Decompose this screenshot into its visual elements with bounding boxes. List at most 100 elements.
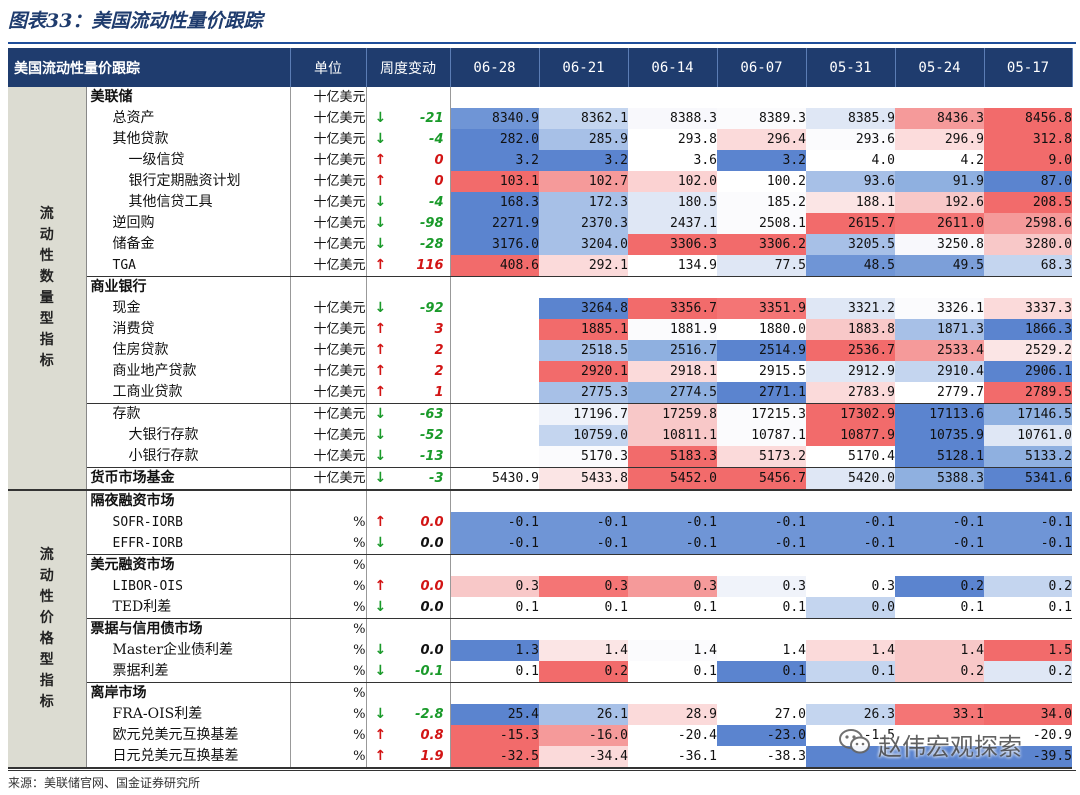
header-date: 06-14: [628, 48, 718, 87]
row-unit: %: [290, 682, 367, 704]
value-cell: 3280.0: [984, 234, 1072, 255]
value-cell: 77.5: [717, 255, 806, 277]
value-cell: 1.4: [539, 640, 628, 661]
value-cell: [450, 446, 539, 468]
weekly-change-value: 3: [434, 322, 444, 337]
value-cell: 172.3: [539, 192, 628, 213]
weekly-change: ↓ -3: [366, 467, 451, 491]
row-unit: 十亿美元: [290, 192, 367, 213]
value-cell: 0.1: [450, 597, 539, 619]
value-cell: 1883.8: [806, 319, 895, 340]
value-cell: 0.2: [895, 661, 984, 683]
row-label: EFFR-IORB: [85, 533, 291, 555]
weekly-change: ↑ 2: [366, 340, 451, 361]
value-cell: [450, 277, 539, 299]
section-label-text: 流动性数量型指标: [39, 206, 54, 369]
weekly-change-value: -4: [429, 195, 444, 210]
value-cell: 5183.3: [628, 446, 717, 468]
value-cell: [539, 490, 628, 512]
value-cell: -20.4: [628, 725, 717, 746]
weekly-change: ↑ 0.8: [366, 725, 451, 746]
value-cell: 5456.7: [717, 467, 806, 491]
value-cell: 2774.5: [628, 382, 717, 404]
value-cell: 10877.9: [806, 425, 895, 446]
value-cell: 2920.1: [539, 361, 628, 382]
value-cell: 2516.7: [628, 340, 717, 361]
value-cell: [717, 555, 806, 577]
value-cell: 2615.7: [806, 213, 895, 234]
table-header-row: 美国流动性量价跟踪 单位 周度变动 06-28 06-21 06-14 06-0…: [8, 48, 1073, 87]
table-row: Master企业债利差% ↓ 0.0 1.3 1.4 1.4 1.4 1.4 1.4 1.5: [8, 640, 1072, 661]
value-cell: 3.2: [539, 150, 628, 171]
row-label: 票据与信用债市场: [85, 618, 291, 640]
value-cell: [895, 619, 984, 641]
row-unit: 十亿美元: [290, 403, 367, 425]
value-cell: 17146.5: [984, 403, 1072, 425]
section-label: 流动性数量型指标: [8, 87, 87, 491]
value-cell: 34.0: [984, 704, 1072, 725]
table-row: 商业银行: [8, 276, 1072, 299]
table-row: 银行定期融资计划 十亿美元 ↑ 0 103.1 102.7 102.0 100.2 93.6 91…: [8, 171, 1072, 192]
table-row: 日元兑美元互换基差% ↑ 1.9 -32.5 -34.4 -36.1 -38.3 -39.5: [8, 746, 1072, 769]
value-cell: 0.2: [895, 576, 984, 597]
value-cell: 2514.9: [717, 340, 806, 361]
value-cell: 2518.5: [539, 340, 628, 361]
value-cell: -32.5: [450, 746, 539, 769]
weekly-change: ↑ 2: [366, 361, 451, 382]
value-cell: [895, 87, 984, 108]
value-cell: 25.4: [450, 704, 539, 725]
header-date: 05-17: [984, 48, 1073, 87]
row-label: 票据利差: [85, 661, 291, 683]
weekly-change: ↓ -2.8: [366, 704, 451, 725]
value-cell: 2912.9: [806, 361, 895, 382]
row-label: 银行定期融资计划: [85, 171, 291, 192]
value-cell: [984, 619, 1072, 641]
value-cell: [450, 425, 539, 446]
source-note: 来源：美联储官网、国金证券研究所: [8, 776, 201, 790]
value-cell: 28.9: [628, 704, 717, 725]
value-cell: 0.3: [539, 576, 628, 597]
value-cell: 49.5: [895, 255, 984, 277]
weekly-change: [366, 87, 451, 108]
arrow-down-icon: ↓: [374, 535, 387, 551]
weekly-change-value: -63: [420, 407, 444, 422]
weekly-change: ↓ 0.0: [366, 640, 451, 661]
weekly-change: ↓ 0.0: [366, 597, 451, 619]
value-cell: 1880.0: [717, 319, 806, 340]
value-cell: 4.2: [895, 150, 984, 171]
row-label: FRA-OIS利差: [85, 704, 291, 725]
value-cell: 26.1: [539, 704, 628, 725]
value-cell: 0.3: [806, 576, 895, 597]
value-cell: 102.7: [539, 171, 628, 192]
value-cell: [984, 490, 1072, 512]
row-label: 消费贷: [85, 319, 291, 340]
value-cell: 1885.1: [539, 319, 628, 340]
table-row: 其他信贷工具 十亿美元 ↓ -4 168.3 172.3 180.5 185.2 188.1 19…: [8, 192, 1072, 213]
value-cell: [450, 298, 539, 319]
value-cell: [539, 87, 628, 108]
value-cell: 2533.4: [895, 340, 984, 361]
value-cell: -0.1: [984, 512, 1072, 533]
row-unit: 十亿美元: [290, 234, 367, 255]
value-cell: -0.1: [717, 533, 806, 555]
arrow-down-icon: ↓: [374, 300, 387, 316]
value-cell: [806, 277, 895, 299]
weekly-change: ↓ -4: [366, 129, 451, 150]
value-cell: 185.2: [717, 192, 806, 213]
value-cell: 3337.3: [984, 298, 1072, 319]
value-cell: [806, 619, 895, 641]
table-row: 美元融资市场%: [8, 554, 1072, 577]
value-cell: -0.1: [895, 512, 984, 533]
liquidity-table: 美国流动性量价跟踪 单位 周度变动 06-28 06-21 06-14 06-0…: [8, 48, 1073, 769]
arrow-up-icon: ↑: [374, 748, 387, 764]
value-cell: [450, 490, 539, 512]
value-cell: 8388.3: [628, 108, 717, 129]
value-cell: [806, 490, 895, 512]
row-label: TED利差: [85, 597, 291, 619]
row-unit: 十亿美元: [290, 108, 367, 129]
row-label: 工商业贷款: [85, 382, 291, 404]
weekly-change-value: 0: [434, 174, 444, 189]
arrow-down-icon: ↓: [374, 706, 387, 722]
value-cell: 0.2: [984, 661, 1072, 683]
row-label: 存款: [85, 403, 291, 425]
